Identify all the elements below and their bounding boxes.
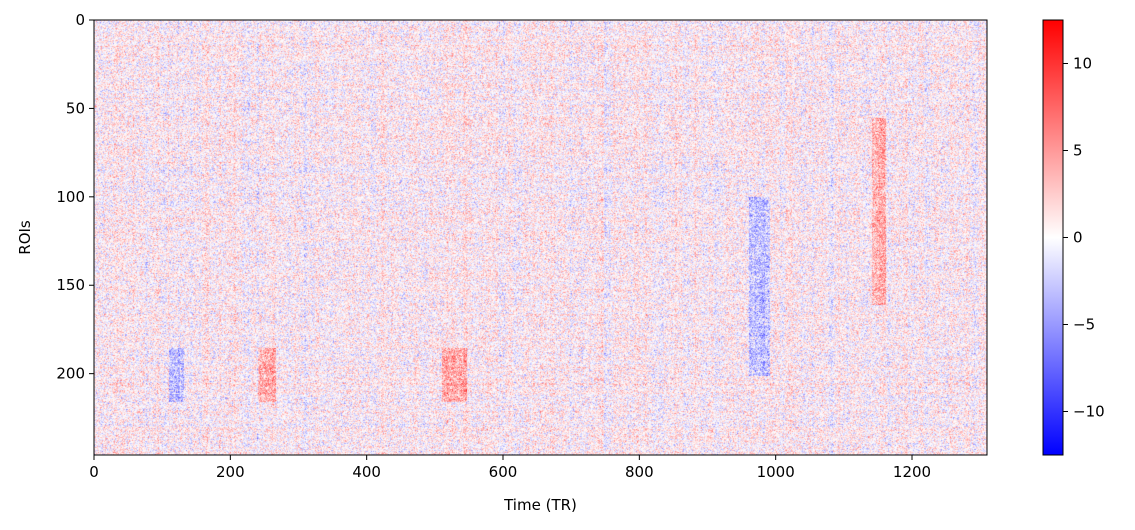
plot-frame: [93, 19, 988, 456]
x-tick-label: 800: [625, 463, 654, 481]
y-tick-label: 100: [56, 188, 85, 206]
colorbar: [1042, 19, 1064, 456]
y-tick-label: 200: [56, 365, 85, 383]
x-axis-label: Time (TR): [503, 496, 577, 514]
y-tick-label: 50: [66, 99, 85, 117]
y-tick-label: 0: [75, 11, 85, 29]
x-tick-label: 1000: [757, 463, 795, 481]
x-tick-label: 600: [489, 463, 518, 481]
y-tick-label: 150: [56, 276, 85, 294]
x-tick-label: 1200: [893, 463, 931, 481]
y-axis-label: ROIs: [16, 220, 34, 255]
colorbar-tick-label: 0: [1073, 229, 1083, 247]
x-tick-label: 0: [89, 463, 99, 481]
x-tick-label: 400: [352, 463, 381, 481]
x-tick-label: 200: [216, 463, 245, 481]
y-axis: 0 50 100 150 200: [56, 11, 94, 383]
colorbar-tick-label: −10: [1073, 403, 1105, 421]
colorbar-tick-label: 5: [1073, 142, 1083, 160]
colorbar-tick-label: −5: [1073, 316, 1095, 334]
colorbar-axis: 10 5 0 −5 −10: [1063, 55, 1105, 421]
x-axis: 0 200 400 600 800 1000 1200: [89, 455, 931, 481]
colorbar-tick-label: 10: [1073, 55, 1092, 73]
heatmap-image: [94, 20, 987, 455]
